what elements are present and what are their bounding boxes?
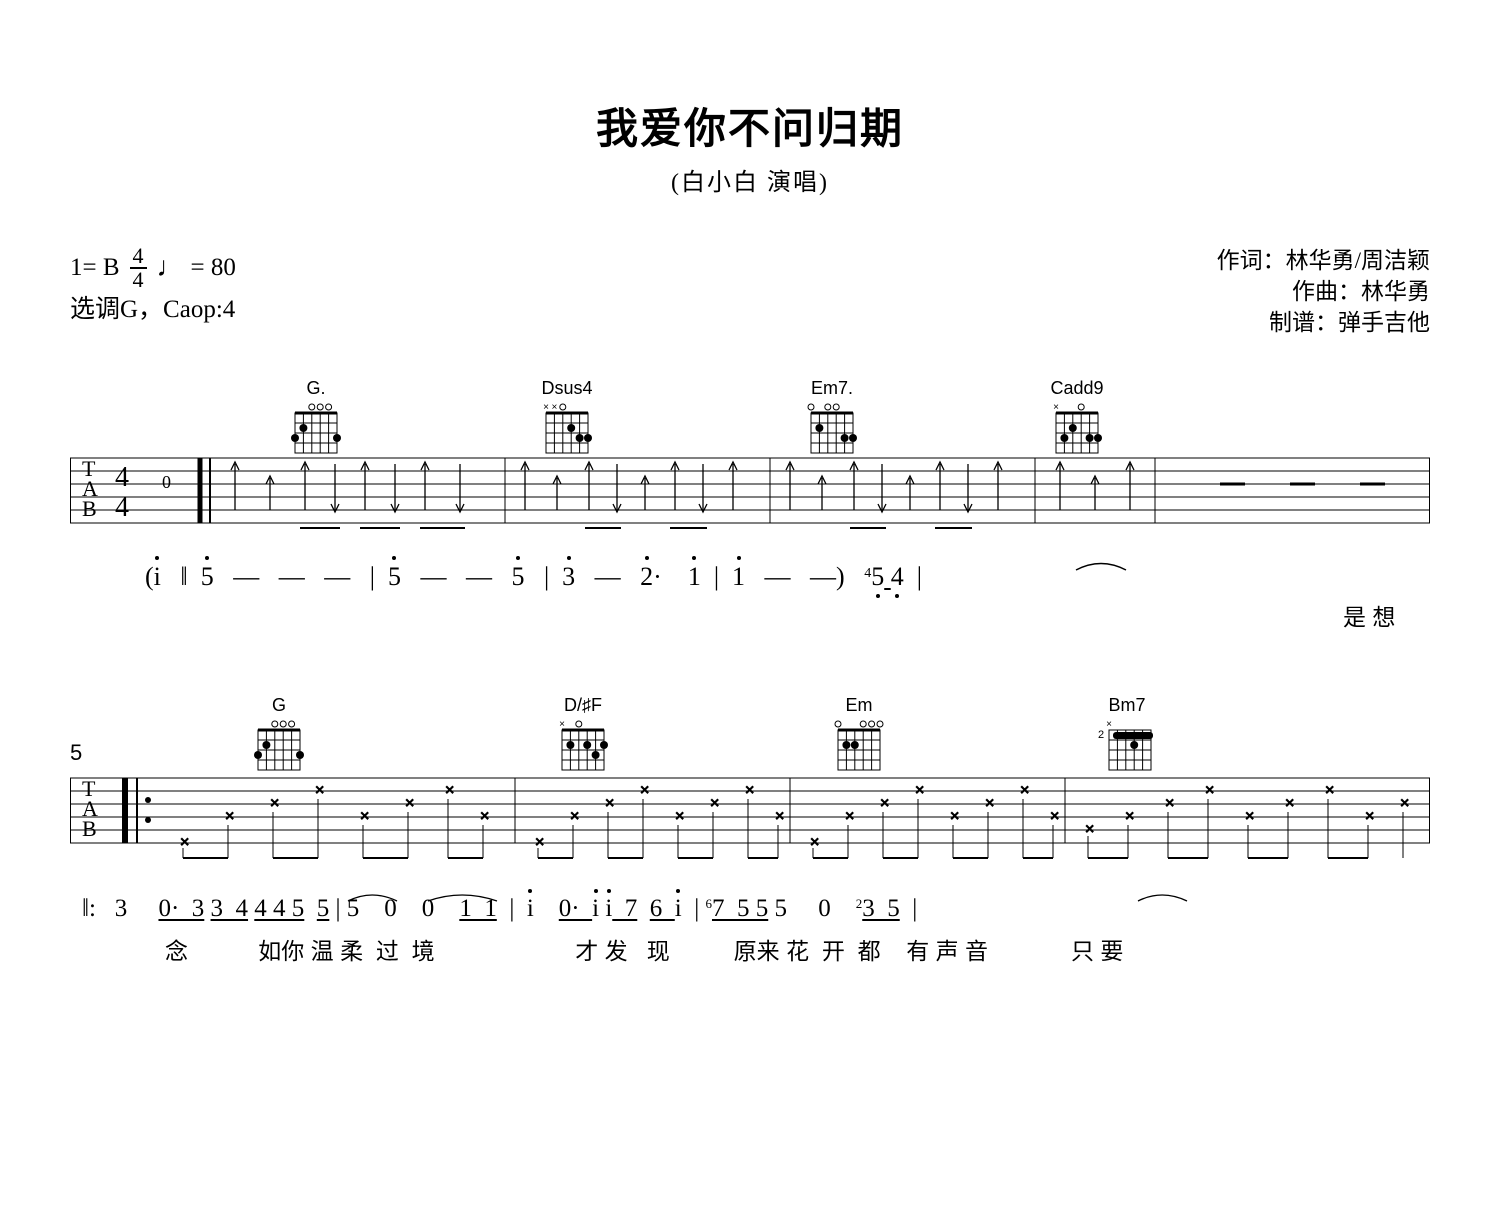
svg-text:×: × <box>1050 808 1059 825</box>
svg-text:×: × <box>985 795 994 812</box>
chord-diagram-em7: Em7. <box>803 378 861 459</box>
key-tempo-info: 1= B 4 4 ♩ = 80 选调G，Caop:4 <box>70 245 236 329</box>
sheet-music-page: 我爱你不问归期 (白小白 演唱) 1= B 4 4 ♩ = 80 选调G，Cao… <box>0 0 1500 1215</box>
song-subtitle: (白小白 演唱) <box>0 162 1500 197</box>
svg-text:×: × <box>1325 782 1334 799</box>
svg-text:×: × <box>775 808 784 825</box>
chord-diagram-g: G. <box>287 378 345 459</box>
svg-text:×: × <box>1285 795 1294 812</box>
svg-text:×: × <box>270 795 279 812</box>
song-title: 我爱你不问归期 <box>0 95 1500 156</box>
chord-diagram-dfsharp: D/♯F × <box>554 695 612 776</box>
svg-text:×: × <box>950 808 959 825</box>
svg-text:×: × <box>1085 821 1094 838</box>
chord-grid-icon <box>830 718 888 776</box>
svg-text:×: × <box>445 782 454 799</box>
svg-text:×: × <box>543 402 549 413</box>
svg-text:×: × <box>180 834 189 851</box>
chord-grid-icon <box>250 718 308 776</box>
lyrics-row-2: 念 如你 温 柔 过 境 才 发 现 原来 花 开 都 有 声 音 只 要 <box>165 932 1123 966</box>
svg-text:×: × <box>1125 808 1134 825</box>
svg-text:×: × <box>745 782 754 799</box>
svg-text:×: × <box>1365 808 1374 825</box>
svg-text:×: × <box>315 782 324 799</box>
svg-text:×: × <box>1053 402 1059 413</box>
svg-text:×: × <box>1165 795 1174 812</box>
svg-text:×: × <box>480 808 489 825</box>
svg-text:×: × <box>675 808 684 825</box>
svg-text:×: × <box>640 782 649 799</box>
svg-text:×: × <box>559 719 565 730</box>
svg-text:×: × <box>1245 808 1254 825</box>
svg-text:×: × <box>915 782 924 799</box>
chord-grid-icon: 2 × <box>1095 718 1159 776</box>
chord-diagram-em: Em <box>830 695 888 776</box>
svg-text:×: × <box>570 808 579 825</box>
tie-arc-icon <box>1135 887 1190 905</box>
svg-text:×: × <box>1205 782 1214 799</box>
chord-grid-icon: × <box>554 718 612 776</box>
svg-text:×: × <box>1106 719 1112 730</box>
credits-block: 作词：林华勇/周洁颖 作曲：林华勇 制谱：弹手吉他 <box>1217 245 1430 338</box>
svg-text:×: × <box>605 795 614 812</box>
credit-music: 作曲：林华勇 <box>1217 276 1430 307</box>
svg-text:×: × <box>845 808 854 825</box>
tab-staff-1: T A B 4 4 0 <box>70 450 1430 530</box>
measure-number: 5 <box>70 740 82 766</box>
chord-diagram-g2: G <box>250 695 308 776</box>
svg-text:×: × <box>1020 782 1029 799</box>
lyrics-row-1: 是 想 <box>1343 598 1395 632</box>
svg-text:×: × <box>880 795 889 812</box>
svg-text:×: × <box>405 795 414 812</box>
tempo-value: = 80 <box>191 249 236 287</box>
jianpu-row-1: (i ‖ 5 — — — | 5 — — 5 | 3 — 2· 1 | 1 — … <box>145 562 922 592</box>
svg-text:2: 2 <box>1098 729 1104 741</box>
credit-lyrics: 作词：林华勇/周洁颖 <box>1217 245 1430 276</box>
time-signature: 4 4 <box>130 245 147 291</box>
credit-transcriber: 制谱：弹手吉他 <box>1217 307 1430 338</box>
title-block: 我爱你不问归期 (白小白 演唱) <box>0 0 1500 197</box>
tab-staff-2: T A B × × × × × × <box>70 770 1430 860</box>
svg-text:×: × <box>1400 795 1409 812</box>
tie-arc-icon <box>425 887 500 905</box>
svg-text:×: × <box>360 808 369 825</box>
chord-diagram-dsus4: Dsus4 × × <box>538 378 596 459</box>
svg-text:×: × <box>810 834 819 851</box>
svg-text:×: × <box>535 834 544 851</box>
chord-diagram-cadd9: Cadd9 × <box>1048 378 1106 459</box>
chord-diagram-bm7: Bm7 2 × <box>1095 695 1159 776</box>
quarter-note-icon: ♩ <box>157 247 185 289</box>
svg-text:×: × <box>710 795 719 812</box>
svg-text:×: × <box>551 402 557 413</box>
tie-arc-icon <box>1071 555 1131 575</box>
tuning-info: 选调G，Caop:4 <box>70 291 236 329</box>
tie-arc-icon <box>345 887 400 905</box>
key-label: 1= B <box>70 249 120 287</box>
svg-text:×: × <box>225 808 234 825</box>
